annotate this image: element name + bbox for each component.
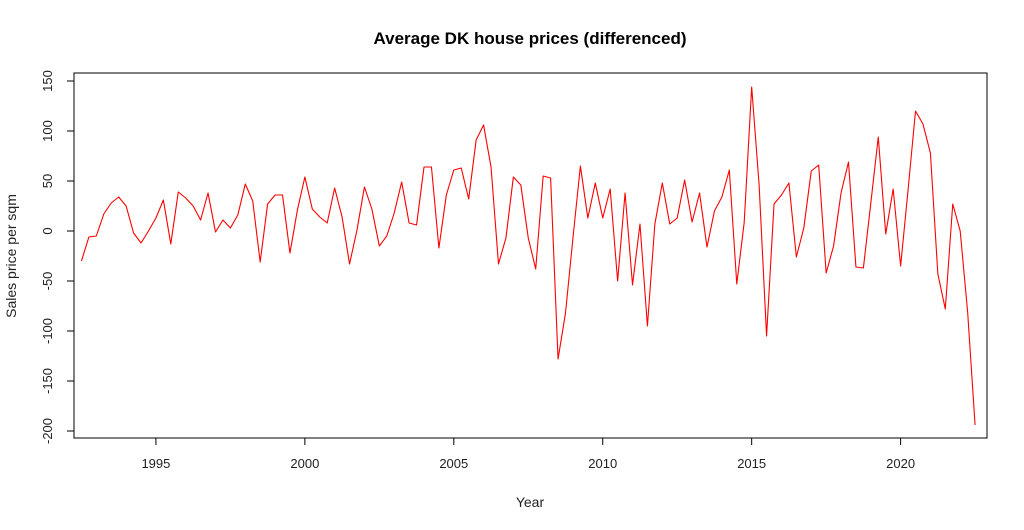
- y-axis-label: Sales price per sqm: [3, 194, 19, 318]
- y-tick-label: 100: [40, 120, 55, 142]
- series-layer: [80, 86, 976, 426]
- series-line: [80, 86, 976, 426]
- y-tick-label: 50: [40, 174, 55, 188]
- x-tick-label: 2015: [737, 456, 766, 471]
- y-tick-label: 0: [40, 227, 55, 234]
- y-tick-label: 150: [40, 70, 55, 92]
- x-tick-label: 1995: [141, 456, 170, 471]
- y-tick-label: -100: [40, 318, 55, 344]
- x-tick-label: 2010: [588, 456, 617, 471]
- x-tick-label: 2000: [290, 456, 319, 471]
- plot-frame: [73, 72, 988, 439]
- y-tick-label: -50: [40, 272, 55, 291]
- y-axis: 150 100 50 0 -50 -100 -150 -200: [40, 70, 75, 444]
- x-axis: 1995 2000 2005 2010 2015 2020: [141, 437, 915, 471]
- y-tick-label: -150: [40, 368, 55, 394]
- x-tick-label: 2005: [439, 456, 468, 471]
- x-tick-label: 2020: [886, 456, 915, 471]
- x-axis-label: Year: [516, 494, 545, 510]
- y-tick-label: -200: [40, 418, 55, 444]
- chart-title: Average DK house prices (differenced): [373, 29, 686, 48]
